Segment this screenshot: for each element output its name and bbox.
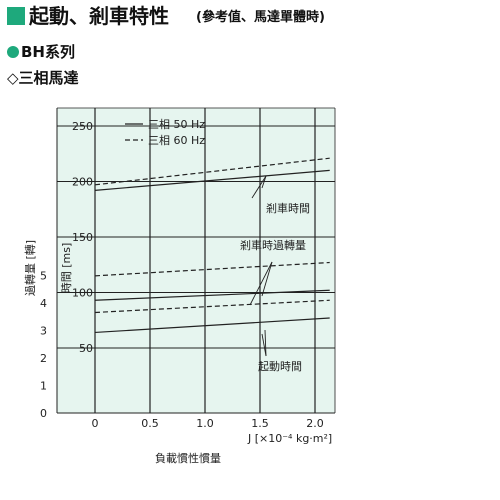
legend-label-0: 三相 50 Hz <box>148 118 205 131</box>
series-line-3 <box>94 261 330 277</box>
x-tick-label: 1.5 <box>251 417 269 430</box>
ms-tick-label: 250 <box>72 120 93 133</box>
motor-heading: ◇三相馬達 <box>7 68 79 88</box>
annotation-start-time: 起動時間 <box>258 359 302 373</box>
leader-line <box>261 175 267 189</box>
ms-tick-label: 100 <box>72 287 93 300</box>
data-lines <box>94 157 330 334</box>
series-line-1 <box>94 157 330 186</box>
tick-labels: 0 0.5 1.0 1.5 2.0 50 100 150 200 250 0 1 2 3 4 5 <box>40 120 324 430</box>
revolution-tick-label: 1 <box>40 380 47 393</box>
legend: 三相 50 Hz 三相 60 Hz <box>125 118 205 147</box>
x-tick-label: 2.0 <box>306 417 324 430</box>
series-line-5 <box>94 299 330 314</box>
plot-background <box>57 108 335 413</box>
ms-tick-label: 200 <box>72 176 93 189</box>
y-axis-label-revolutions: 過轉量 [轉] <box>24 240 37 296</box>
revolution-tick-label: 5 <box>40 270 47 283</box>
series-line-2 <box>94 289 330 301</box>
series-line-4 <box>94 317 330 334</box>
x-axis-caption: 負載慣性慣量 <box>155 451 221 465</box>
x-axis-label: J [×10⁻⁴ kg·m²] <box>247 432 332 445</box>
leader-line <box>264 329 267 357</box>
legend-label-1: 三相 60 Hz <box>148 134 205 147</box>
ms-tick-label: 50 <box>79 342 93 355</box>
leader-line <box>251 175 267 199</box>
leader-line <box>261 261 273 297</box>
x-tick-label: 0.5 <box>141 417 159 430</box>
page-title: 起動、剎車特性 <box>29 4 169 28</box>
series-heading: BH系列 <box>7 42 75 62</box>
page-header: 起動、剎車特性 (參考值、馬達單體時) <box>0 4 500 32</box>
leader-line <box>261 333 267 357</box>
axes <box>56 107 336 414</box>
ms-tick-label: 150 <box>72 231 93 244</box>
revolution-tick-label: 3 <box>40 325 47 338</box>
revolution-tick-label: 0 <box>40 407 47 420</box>
revolution-tick-label: 4 <box>40 297 47 310</box>
annotation-overrun: 剎車時過轉量 <box>240 238 306 252</box>
leader-line <box>249 261 273 306</box>
page-subtitle: (參考值、馬達單體時) <box>196 10 325 25</box>
x-tick-label: 0 <box>92 417 99 430</box>
x-tick-label: 1.0 <box>196 417 214 430</box>
bullet-dot-icon <box>7 46 19 58</box>
header-square-icon <box>7 7 25 25</box>
series-label: BH系列 <box>21 43 75 61</box>
y-axis-label-time: 時間 [ms] <box>60 243 73 294</box>
motor-label: ◇三相馬達 <box>7 69 79 87</box>
annotation-brake-time: 剎車時間 <box>266 201 310 215</box>
series-line-0 <box>94 169 330 191</box>
revolution-tick-label: 2 <box>40 352 47 365</box>
